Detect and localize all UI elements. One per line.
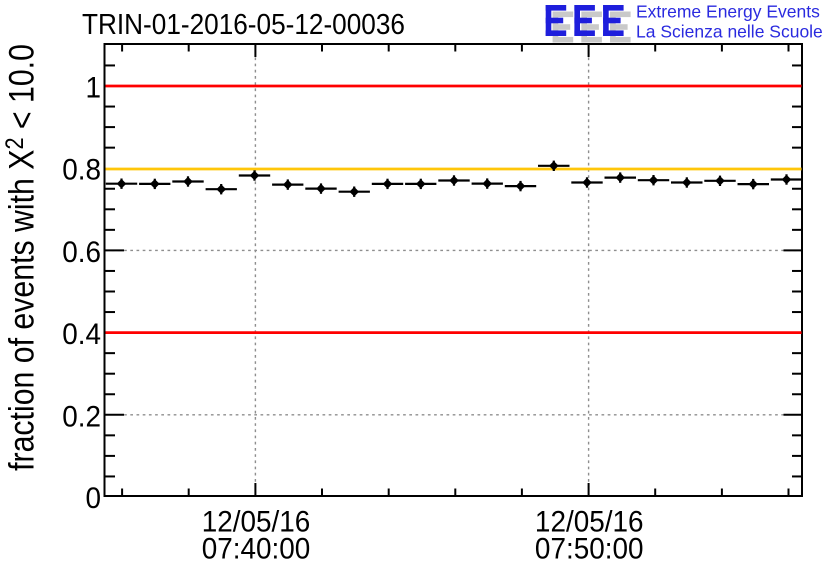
- svg-text:Extreme Energy Events: Extreme Energy Events: [636, 2, 820, 22]
- svg-text:0.2: 0.2: [62, 400, 101, 433]
- svg-text:07:50:00: 07:50:00: [535, 533, 644, 566]
- svg-text:07:40:00: 07:40:00: [202, 533, 311, 566]
- svg-text:12/05/16: 12/05/16: [202, 506, 311, 539]
- svg-text:1: 1: [85, 72, 101, 105]
- svg-text:TRIN-01-2016-05-12-00036: TRIN-01-2016-05-12-00036: [82, 8, 405, 41]
- svg-text:0: 0: [85, 482, 101, 515]
- svg-text:12/05/16: 12/05/16: [535, 506, 644, 539]
- svg-text:0.4: 0.4: [62, 318, 101, 351]
- svg-text:0.8: 0.8: [62, 154, 101, 187]
- svg-text:fraction of events with X2 < 1: fraction of events with X2 < 10.0: [0, 44, 40, 471]
- svg-text:0.6: 0.6: [62, 236, 101, 269]
- svg-text:La Scienza nelle Scuole: La Scienza nelle Scuole: [636, 22, 823, 42]
